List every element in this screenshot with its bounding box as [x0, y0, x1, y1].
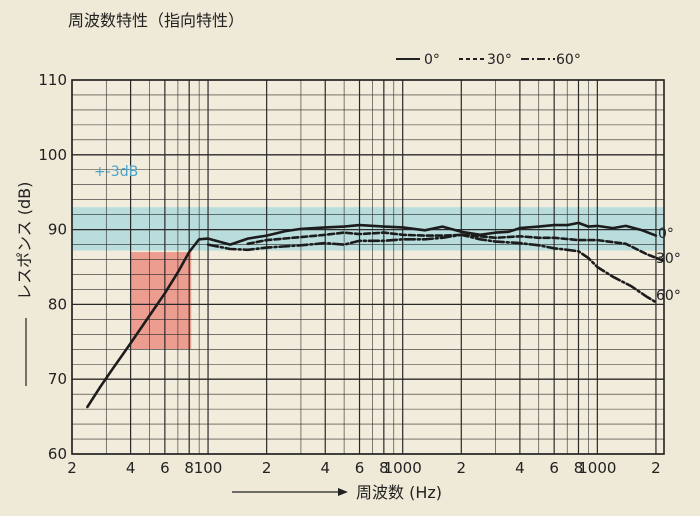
x-tick-label: 8 — [574, 459, 584, 477]
x-tick-label: 4 — [126, 459, 136, 477]
series-end-label: 30° — [656, 251, 681, 267]
background-layer — [72, 80, 664, 454]
y-axis-title: レスポンス (dB) — [15, 182, 34, 300]
tolerance-band — [72, 207, 664, 251]
x-tick-label: 2 — [651, 459, 661, 477]
tolerance-annotation: +-3dB — [94, 164, 138, 180]
series-line-dashdot — [206, 233, 658, 304]
x-tick-label: 2 — [67, 459, 77, 477]
x-tick-label: 8 — [379, 459, 389, 477]
x-tick-label: 8 — [184, 459, 194, 477]
x-axis-arrowhead — [338, 488, 348, 496]
x-axis-title: 周波数 (Hz) — [356, 483, 442, 502]
grid-layer — [71, 79, 665, 455]
x-tick-label: 6 — [549, 459, 559, 477]
x-tick-label: 2 — [457, 459, 467, 477]
legend-label-30: 30° — [487, 52, 512, 68]
series-end-label: 60° — [656, 288, 681, 304]
y-tick-label: 110 — [38, 71, 67, 89]
legend-label-0: 0° — [424, 52, 440, 68]
x-tick-label: 1000 — [384, 459, 422, 477]
series-line-solid — [86, 221, 658, 409]
y-tick-label: 80 — [48, 295, 67, 313]
x-tick-label: 4 — [515, 459, 525, 477]
series-end-label: 0° — [658, 226, 674, 242]
y-tick-label: 90 — [48, 221, 67, 239]
chart-title: 周波数特性（指向特性） — [68, 11, 244, 30]
y-tick-label: 100 — [38, 146, 67, 164]
series-layer — [86, 221, 666, 409]
legend-label-60: 60° — [556, 52, 581, 68]
x-tick-label: 6 — [355, 459, 365, 477]
series-line-dashed — [246, 231, 666, 263]
x-tick-label: 100 — [194, 459, 223, 477]
legend: 0° 30° 60° — [396, 52, 581, 68]
x-tick-label: 2 — [262, 459, 272, 477]
x-tick-label: 1000 — [578, 459, 616, 477]
x-tick-label: 4 — [320, 459, 330, 477]
x-tick-label: 6 — [160, 459, 170, 477]
y-tick-label: 70 — [48, 370, 67, 388]
plot-frame — [71, 79, 665, 455]
y-tick-label: 60 — [48, 445, 67, 463]
